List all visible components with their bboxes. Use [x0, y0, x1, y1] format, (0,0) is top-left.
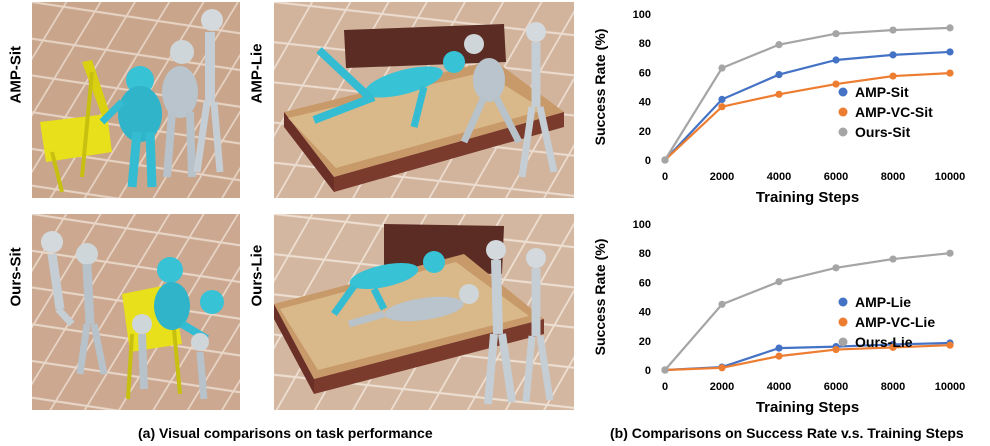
legend-label: AMP-Sit	[855, 84, 909, 100]
legend-marker	[839, 108, 848, 117]
y-tick-label: 60	[639, 67, 651, 79]
x-axis-title: Training Steps	[756, 189, 859, 206]
x-tick-label: 4000	[767, 381, 791, 393]
data-point-amp-sit	[889, 51, 896, 58]
data-point-amp-sit	[718, 96, 725, 103]
legend-label: Ours-Sit	[855, 124, 911, 140]
scene-image-ours-lie	[274, 214, 574, 410]
y-tick-label: 0	[645, 155, 651, 167]
x-tick-label: 6000	[824, 381, 848, 393]
x-tick-label: 0	[662, 381, 668, 393]
chart-lie-svg: 0 20 40 60 80 100 0 2000 4000 6000 8000 10000 Traini…	[585, 210, 985, 420]
x-tick-label: 4000	[767, 171, 791, 183]
data-point-ours-lie	[946, 250, 953, 257]
x-tick-label: 10000	[935, 381, 966, 393]
data-point-amp-vc-sit	[718, 103, 725, 110]
scene-label-amp-sit: AMP-Sit	[8, 44, 25, 104]
data-point-amp-vc-sit	[775, 91, 782, 98]
y-tick-label: 100	[633, 219, 651, 231]
data-point-ours-lie	[889, 255, 896, 262]
data-point-ours-lie	[832, 264, 839, 271]
y-axis-title: Success Rate (%)	[592, 29, 608, 146]
data-point-amp-vc-lie	[775, 353, 782, 360]
y-tick-label: 0	[645, 365, 651, 377]
data-point-ours-sit	[889, 26, 896, 33]
y-tick-label: 60	[639, 277, 651, 289]
legend-marker	[839, 298, 848, 307]
data-point-ours-sit	[832, 30, 839, 37]
data-point-ours-sit	[946, 24, 953, 31]
scene-label-ours-lie: Ours-Lie	[249, 243, 266, 307]
data-point-ours-lie	[718, 301, 725, 308]
y-tick-label: 80	[639, 248, 651, 260]
x-tick-label: 6000	[824, 171, 848, 183]
y-tick-label: 20	[639, 336, 651, 348]
chart-sit-svg: 0 20 40 60 80 100 0 2000 4000 6000 8000 10000 Traini…	[585, 0, 985, 210]
data-point-amp-lie	[775, 345, 782, 352]
caption-panel-a: (a) Visual comparisons on task performan…	[138, 425, 433, 441]
caption-panel-b: (b) Comparisons on Success Rate v.s. Tra…	[610, 425, 964, 441]
legend-label: AMP-Lie	[855, 294, 911, 310]
y-axis-title: Success Rate (%)	[592, 239, 608, 356]
data-point-amp-sit	[832, 56, 839, 63]
data-point-amp-sit	[946, 48, 953, 55]
legend-marker	[839, 318, 848, 327]
data-point-ours-sit	[661, 156, 668, 163]
data-point-ours-sit	[775, 41, 782, 48]
scene-label-ours-sit: Ours-Sit	[8, 243, 25, 307]
chart-lie-success-rate: 0 20 40 60 80 100 0 2000 4000 6000 8000 10000 Traini…	[585, 210, 985, 420]
legend-label: AMP-VC-Sit	[855, 104, 933, 120]
data-point-amp-vc-sit	[946, 70, 953, 77]
data-point-amp-vc-sit	[832, 80, 839, 87]
legend-marker	[839, 128, 848, 137]
y-tick-label: 20	[639, 126, 651, 138]
y-tick-label: 40	[639, 307, 651, 319]
data-point-amp-vc-lie	[832, 346, 839, 353]
x-tick-label: 2000	[710, 381, 734, 393]
x-axis-title: Training Steps	[756, 399, 859, 416]
legend-label: Ours-Lie	[855, 334, 913, 350]
scene-image-ours-sit	[32, 214, 240, 410]
y-tick-label: 40	[639, 97, 651, 109]
y-tick-label: 100	[633, 9, 651, 21]
legend-label: AMP-VC-Lie	[855, 314, 935, 330]
x-tick-label: 2000	[710, 171, 734, 183]
data-point-amp-vc-lie	[946, 342, 953, 349]
scene-label-amp-lie: AMP-Lie	[249, 44, 266, 104]
legend-marker	[839, 88, 848, 97]
data-point-amp-vc-sit	[889, 72, 896, 79]
y-tick-label: 80	[639, 38, 651, 50]
x-tick-label: 8000	[881, 381, 905, 393]
data-point-ours-lie	[775, 278, 782, 285]
x-tick-label: 10000	[935, 171, 966, 183]
chart-sit-success-rate: 0 20 40 60 80 100 0 2000 4000 6000 8000 10000 Traini…	[585, 0, 985, 210]
scene-image-amp-lie	[274, 2, 574, 198]
data-point-amp-sit	[775, 71, 782, 78]
scene-image-amp-sit	[32, 2, 240, 198]
data-point-amp-vc-lie	[718, 364, 725, 371]
data-point-ours-lie	[661, 366, 668, 373]
x-tick-label: 0	[662, 171, 668, 183]
data-point-ours-sit	[718, 64, 725, 71]
x-tick-label: 8000	[881, 171, 905, 183]
legend-marker	[839, 338, 848, 347]
